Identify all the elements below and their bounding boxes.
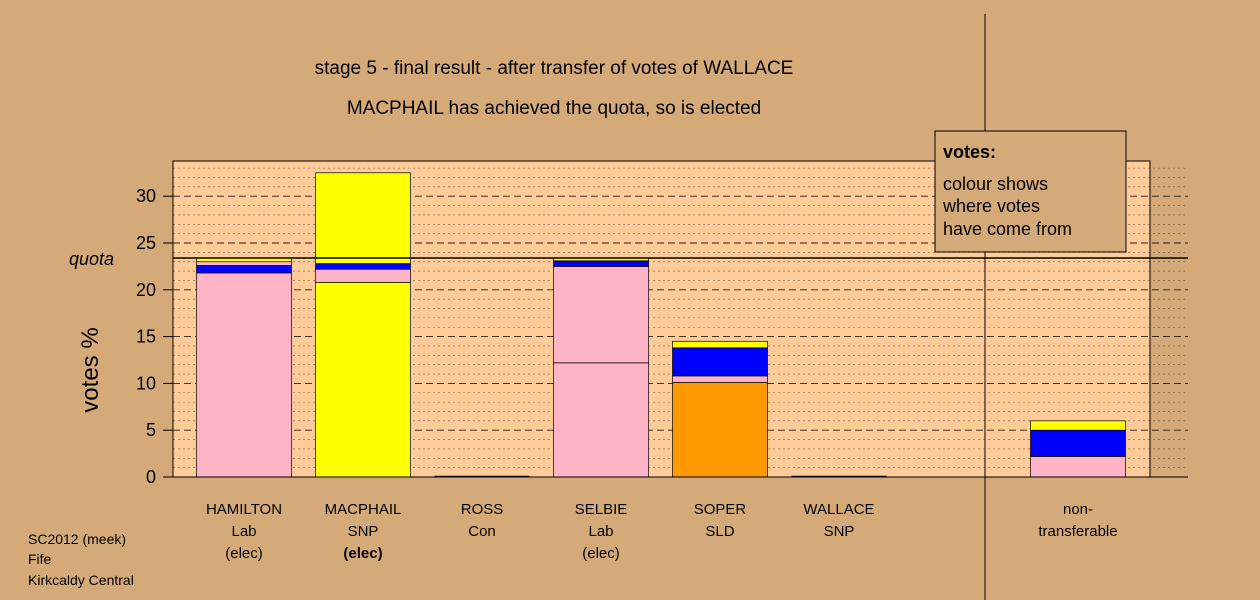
y-tick-label: 5 bbox=[146, 420, 156, 440]
footer-line: Fife bbox=[28, 551, 52, 567]
bar-segment-macphail bbox=[315, 268, 411, 283]
candidate-party: SLD bbox=[705, 523, 734, 540]
candidate-name: MACPHAIL bbox=[325, 501, 402, 518]
bar-segment-selbie bbox=[553, 266, 649, 364]
candidate-name: HAMILTON bbox=[206, 501, 282, 518]
legend: votes: colour shows where votes have com… bbox=[934, 130, 1127, 253]
candidate-party: SNP bbox=[824, 523, 855, 540]
candidate-name: WALLACE bbox=[803, 501, 874, 518]
y-axis-label: votes % bbox=[77, 327, 104, 412]
bar-segment-nontransferable bbox=[1030, 456, 1126, 478]
y-tick-label: 30 bbox=[136, 186, 156, 206]
bar-segment-selbie bbox=[553, 362, 649, 478]
y-axis: 0 5 10 15 20 25 30 bbox=[136, 186, 173, 487]
chart-title: stage 5 - final result - after transfer … bbox=[315, 58, 794, 79]
legend-title: votes: bbox=[943, 142, 996, 162]
candidate-name: ROSS bbox=[461, 501, 504, 518]
y-tick-label: 15 bbox=[136, 327, 156, 347]
candidate-status: (elec) bbox=[343, 545, 382, 562]
bar-segment-soper bbox=[672, 347, 768, 377]
candidate-party: Lab bbox=[231, 523, 256, 540]
y-tick-label: 20 bbox=[136, 280, 156, 300]
candidate-status: (elec) bbox=[225, 545, 263, 562]
legend-line: where votes bbox=[942, 196, 1040, 216]
bar-segment-macphail bbox=[315, 281, 411, 478]
bar-segment-hamilton bbox=[196, 265, 292, 274]
nontransferable-label: transferable bbox=[1038, 523, 1117, 540]
bar-segment-macphail bbox=[315, 263, 411, 270]
y-tick-label: 25 bbox=[136, 233, 156, 253]
legend-line: have come from bbox=[943, 219, 1072, 239]
bar-segment-macphail bbox=[315, 172, 411, 264]
bar-segment-nontransferable bbox=[1030, 429, 1126, 457]
quota-label: quota bbox=[69, 249, 114, 269]
chart-subtitle: MACPHAIL has achieved the quota, so is e… bbox=[347, 98, 761, 119]
bar-segment-soper bbox=[672, 382, 768, 478]
bar-segment-hamilton bbox=[196, 272, 292, 478]
candidate-party: Con bbox=[468, 523, 496, 540]
legend-line: colour shows bbox=[943, 174, 1048, 194]
candidate-labels: HAMILTON Lab (elec) MACPHAIL SNP (elec) ROSS Co… bbox=[206, 501, 1118, 562]
bar-segment-soper bbox=[672, 375, 768, 383]
y-tick-label: 0 bbox=[146, 467, 156, 487]
footer-line: SC2012 (meek) bbox=[28, 531, 126, 547]
bar-segment-nontransferable bbox=[1030, 420, 1126, 431]
candidate-party: SNP bbox=[348, 523, 379, 540]
nontransferable-label: non- bbox=[1063, 501, 1093, 518]
footer-line: Kirkcaldy Central bbox=[28, 572, 134, 588]
bar-segment-hamilton bbox=[196, 261, 292, 266]
candidate-name: SOPER bbox=[694, 501, 747, 518]
bars bbox=[196, 172, 1126, 478]
bar-segment-soper bbox=[672, 340, 768, 349]
candidate-name: SELBIE bbox=[575, 501, 628, 518]
bar-segment-selbie bbox=[553, 260, 649, 267]
candidate-status: (elec) bbox=[582, 545, 620, 562]
y-tick-label: 10 bbox=[136, 373, 156, 393]
candidate-party: Lab bbox=[588, 523, 613, 540]
legend-box bbox=[934, 130, 1127, 253]
